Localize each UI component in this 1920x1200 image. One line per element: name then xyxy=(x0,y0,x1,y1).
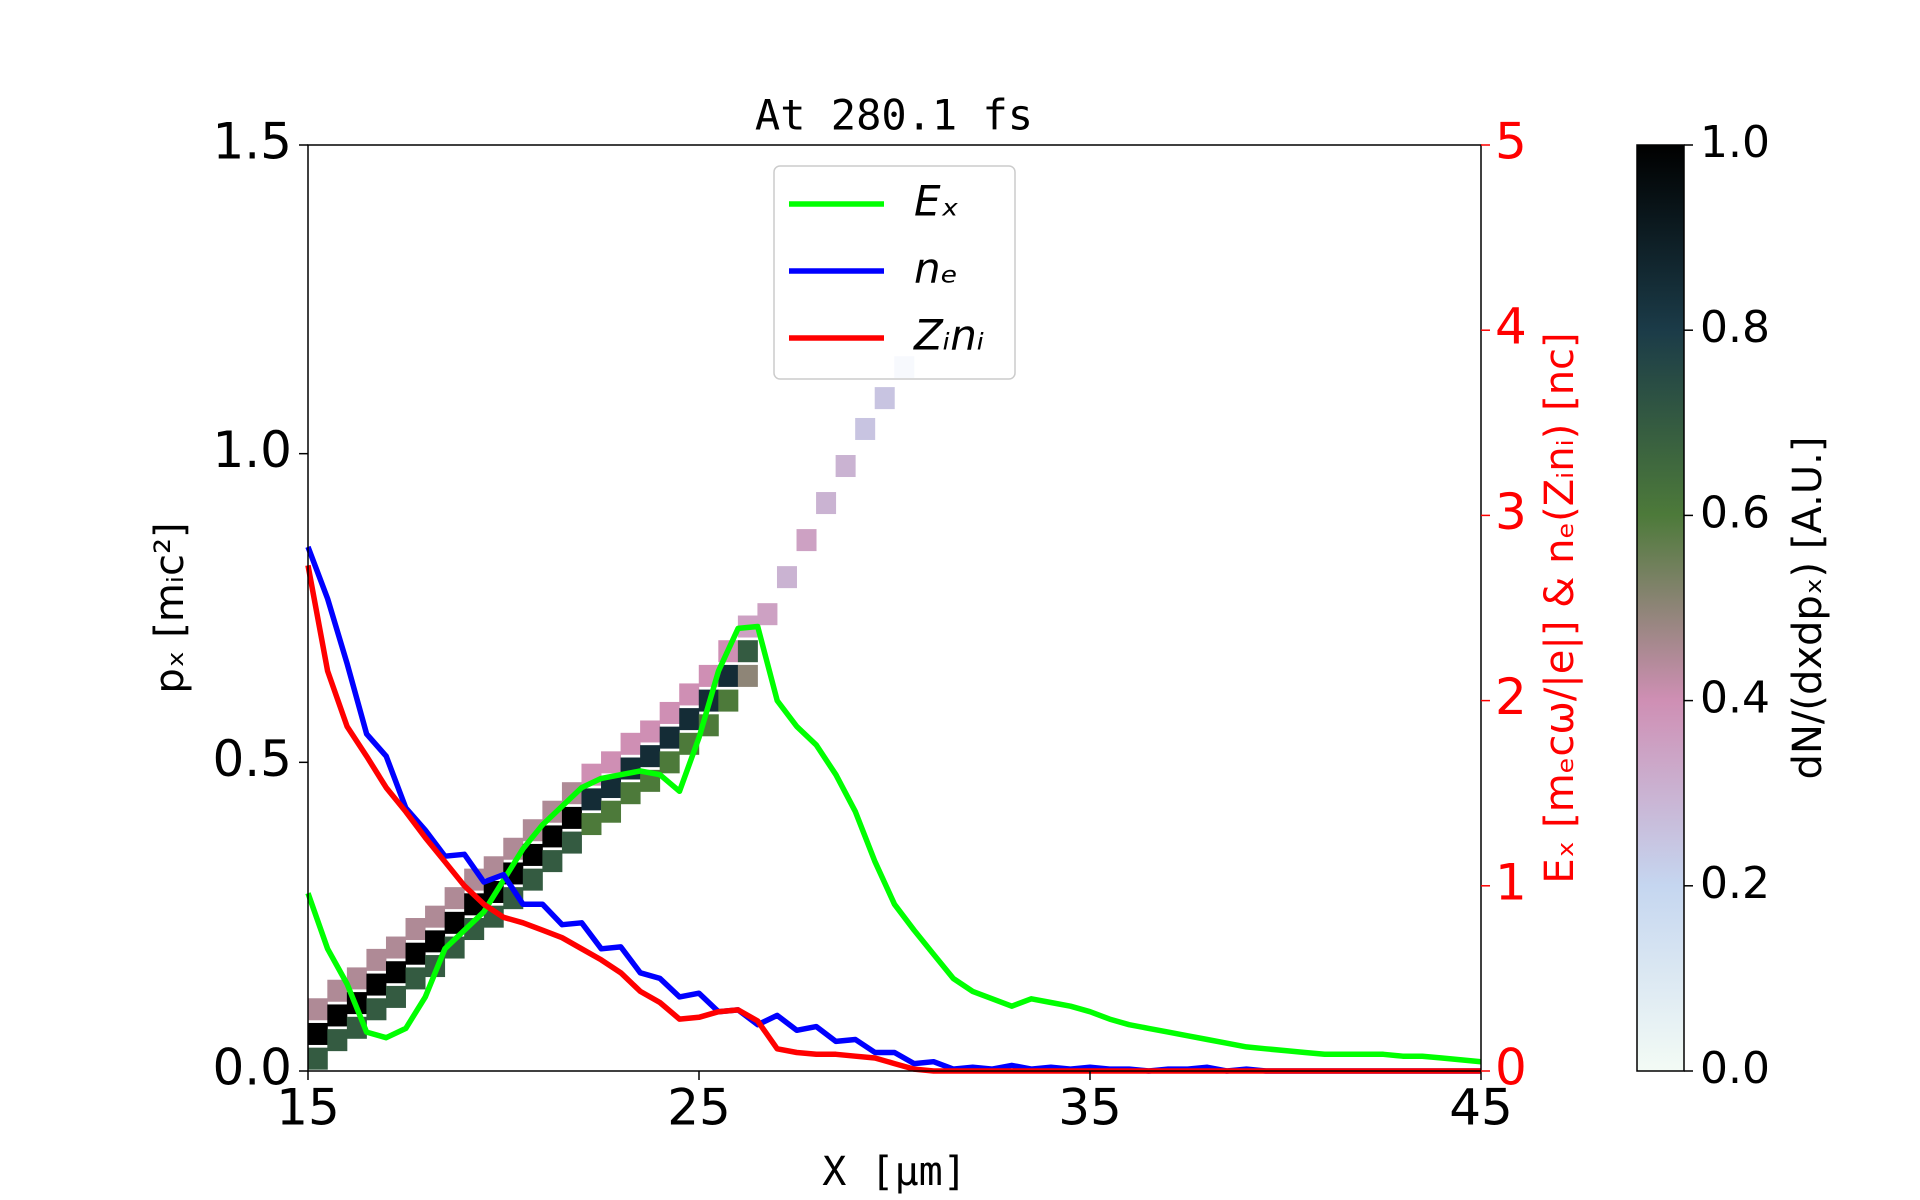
heatmap-cell xyxy=(718,689,739,712)
heatmap-cell xyxy=(366,998,387,1021)
heatmap-cell xyxy=(385,936,406,959)
heatmap-cell xyxy=(327,1004,348,1027)
heatmap-cell xyxy=(835,455,856,478)
heatmap-cell xyxy=(640,745,661,768)
heatmap-cell xyxy=(522,819,543,842)
heatmap-cell xyxy=(679,708,700,731)
heatmap-cell xyxy=(522,843,543,866)
heatmap-cell xyxy=(483,856,504,879)
colorbar-tick-label: 0.4 xyxy=(1700,673,1770,724)
heatmap-cell xyxy=(601,751,622,774)
heatmap-cell xyxy=(405,918,426,941)
heatmap-cell xyxy=(425,905,446,928)
heatmap-cell xyxy=(855,417,876,440)
line-series xyxy=(305,545,1481,1074)
heatmap-cell xyxy=(385,985,406,1008)
heatmap-cell xyxy=(581,788,602,811)
colorbar-tick-label: 0.2 xyxy=(1700,858,1770,909)
y-tick-label: 1.5 xyxy=(212,113,292,171)
colorbar-tick-label: 0.0 xyxy=(1700,1043,1770,1094)
plot-frame xyxy=(307,144,1482,1072)
heatmap-cell xyxy=(522,868,543,891)
heatmap-cell xyxy=(757,603,778,626)
heatmap-cell xyxy=(737,664,758,687)
chart-title: At 280.1 fs xyxy=(755,91,1033,140)
heatmap-cell xyxy=(679,683,700,706)
y2-tick-label: 1 xyxy=(1495,853,1527,911)
heatmap-cell xyxy=(346,967,367,990)
heatmap-cell xyxy=(601,776,622,799)
heatmap-cell xyxy=(307,998,328,1021)
heatmap-cell xyxy=(405,967,426,990)
colorbar-tick-label: 0.6 xyxy=(1700,487,1770,538)
x-tick-label: 45 xyxy=(1449,1079,1513,1137)
heatmap-cell xyxy=(874,387,895,410)
y2-axis-label: Eₓ [mₑcω/|e|] & nₑ(Zᵢnᵢ) [nc] xyxy=(1537,332,1583,883)
colorbar-label: dN/(dxdpₓ) [A.U.] xyxy=(1785,437,1831,780)
heatmap-cell xyxy=(366,948,387,971)
y2-tick-label: 3 xyxy=(1495,483,1527,541)
heatmap-cell xyxy=(307,1022,328,1045)
heatmap-cell xyxy=(327,979,348,1002)
legend-label: Eₓ xyxy=(914,177,959,226)
heatmap-cell xyxy=(366,973,387,996)
heatmap-cell xyxy=(620,732,641,755)
heatmap xyxy=(307,356,915,1070)
y2-tick-label: 2 xyxy=(1495,668,1527,726)
x-tick-label: 35 xyxy=(1058,1079,1122,1137)
heatmap-cell xyxy=(327,1029,348,1052)
y2-tick-label: 4 xyxy=(1495,298,1527,356)
y-tick-label: 0.5 xyxy=(212,730,292,788)
heatmap-cell xyxy=(425,930,446,953)
colorbar xyxy=(1636,144,1685,1072)
heatmap-cell xyxy=(307,1047,328,1070)
legend-label: Zᵢnᵢ xyxy=(913,311,984,360)
legend-box xyxy=(773,165,1016,380)
y-tick-label: 1.0 xyxy=(212,421,292,479)
heatmap-cell xyxy=(659,726,680,749)
heatmap-cell xyxy=(405,942,426,965)
y2-tick-label: 5 xyxy=(1495,113,1527,171)
heatmap-cell xyxy=(640,720,661,743)
heatmap-cell xyxy=(385,961,406,984)
heatmap-cell xyxy=(620,782,641,805)
heatmap-cell xyxy=(542,850,563,873)
heatmap-cell xyxy=(737,640,758,663)
heatmap-cell xyxy=(561,831,582,854)
colorbar-tick-label: 1.0 xyxy=(1700,117,1770,168)
heatmap-cell xyxy=(542,825,563,848)
x-axis-label: X [μm] xyxy=(822,1149,967,1195)
line-series xyxy=(305,623,1482,1065)
heatmap-cell xyxy=(776,566,797,589)
y-axis-label: pₓ [mᵢc²] xyxy=(147,522,193,693)
heatmap-cell xyxy=(718,664,739,687)
y-tick-label: 0.0 xyxy=(212,1039,292,1097)
legend-label: nₑ xyxy=(914,244,958,293)
heatmap-cell xyxy=(796,529,817,552)
x-tick-label: 25 xyxy=(667,1079,731,1137)
x-tick-label: 15 xyxy=(276,1079,340,1137)
heatmap-cell xyxy=(659,701,680,724)
heatmap-cell xyxy=(659,751,680,774)
heatmap-cell xyxy=(561,806,582,829)
colorbar-tick-label: 0.8 xyxy=(1700,302,1770,353)
heatmap-cell xyxy=(816,492,837,515)
heatmap-cell xyxy=(444,887,465,910)
heatmap-cell xyxy=(444,911,465,934)
line-series xyxy=(305,564,1481,1074)
y2-tick-label: 0 xyxy=(1495,1039,1527,1097)
heatmap-cell xyxy=(601,800,622,823)
heatmap-cell xyxy=(581,813,602,836)
